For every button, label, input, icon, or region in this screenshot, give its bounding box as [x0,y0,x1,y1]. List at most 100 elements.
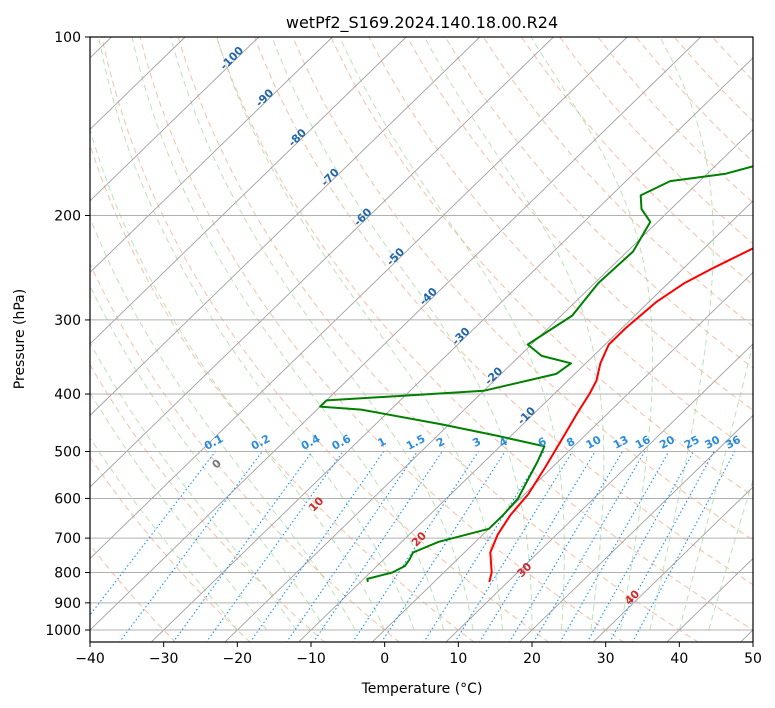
mixing-ratio-label: 10 [584,433,604,452]
mixing-ratio-label: 3 [470,435,483,450]
x-tick-label: −30 [149,651,179,667]
dry-adiabat [673,37,753,122]
y-axis-label: Pressure (hPa) [12,289,28,389]
y-tick-label: 100 [54,30,81,46]
dry-adiabat [90,262,401,642]
sounding-traces [319,165,753,583]
moist-adiabat [90,216,356,631]
dry-adiabat [177,37,699,642]
isotherm-label: -70 [318,166,341,189]
dry-adiabat [90,143,475,642]
isotherm-label: -60 [351,205,374,228]
moist-adiabat [98,37,415,631]
moist-adiabat [90,341,297,631]
x-tick-label: 10 [449,651,467,667]
dry-adiabat [635,37,753,163]
mixing-ratio-line [586,451,694,642]
isotherm-label: -30 [449,324,472,347]
y-tick-label: 300 [54,313,81,329]
x-tick-label: 40 [670,651,688,667]
isotherm-label: -40 [417,285,440,308]
dry-adiabat-label: 0 [210,456,225,471]
mixing-ratio-line [118,451,263,642]
plot-frame [89,36,754,643]
dry-adiabat [330,37,753,497]
isotherm-line [90,37,260,202]
moist-adiabat [90,391,268,631]
mixing-ratio-label: 1.5 [404,432,427,453]
moist-adiabat [339,37,565,631]
isotherm-line [666,557,753,642]
dry-adiabat [482,37,753,327]
isotherm-line [371,271,753,642]
mixing-ratio-label: 6 [536,435,549,450]
isotherm-line [90,37,407,345]
mixing-ratio-label: 36 [723,433,743,452]
mixing-ratio-line [508,451,623,642]
mixing-ratio-label: 20 [657,433,677,452]
y-tick-label: 200 [54,209,81,225]
y-tick-label: 500 [54,444,81,460]
isotherm-line [90,37,333,274]
moist-adiabat [216,37,503,631]
mixing-ratio-line [249,451,385,642]
mixing-ratio-label: 16 [633,433,653,452]
y-tick-label: 900 [54,596,81,612]
dry-adiabat-label: 30 [514,560,534,580]
mixing-ratio-line [454,451,573,642]
isotherm-label: -100 [218,44,247,73]
axis-ticks: −40 −30 −20 −10 0 10 20 30 40 5010020030040050060… [45,30,762,667]
moist-adiabat [530,37,654,631]
x-tick-label: −10 [296,651,326,667]
isotherm-line [150,57,753,642]
mixing-ratio-line [479,451,596,642]
dry-adiabat [90,363,326,642]
dry-adiabat [90,456,251,642]
isotherm-line [90,37,628,560]
grid-line-labels: 0.1 0.2 0.4 0.6 1 1.5 2 3 4 6 8 10 13 16 20 25 30 36-100-… [202,44,743,608]
mixing-ratio-label: 1 [376,435,389,450]
mixing-ratio-line [533,451,646,642]
isotherm-line [518,414,753,642]
y-tick-label: 800 [54,566,81,582]
moist-adiabat [271,37,533,630]
isotherm-label: -50 [384,245,407,268]
dewpoint-trace [319,165,753,583]
dry-adiabat [521,37,753,286]
moist-adiabat [90,436,238,631]
x-axis-label: Temperature (°C) [361,681,483,697]
dry-adiabat [139,37,625,642]
dry-adiabat [368,37,753,454]
mixing-ratio-label: 13 [611,433,631,452]
isotherm-line [739,629,753,642]
x-tick-label: −20 [223,651,253,667]
isotherm-line [297,200,753,642]
y-tick-label: 600 [54,491,81,507]
mixing-ratio-line [172,451,313,642]
isotherm-line [445,343,753,642]
isotherm-label: -20 [482,364,505,387]
dry-adiabat [215,37,753,631]
temperature-trace [488,247,753,583]
mixing-ratio-line [286,451,418,642]
isotherm-line [224,128,753,642]
moist-adiabat [131,37,445,631]
mixing-ratio-line [609,451,715,642]
mixing-ratio-label: 0.2 [249,432,272,453]
mixing-ratio-line [312,451,443,642]
dry-adiabat-label: 40 [622,587,642,607]
isotherm-label: -90 [253,86,276,109]
mixing-ratio-line [380,451,506,642]
moist-adiabat [678,341,753,631]
dry-adiabat [292,37,753,541]
mixing-ratio-label: 25 [682,433,702,452]
dry-adiabat [101,37,550,642]
moist-adiabat [708,478,753,631]
moist-adiabat [90,284,327,631]
x-tick-label: 0 [380,651,389,667]
x-tick-label: 30 [597,651,615,667]
isotherm-line [592,486,753,642]
y-tick-label: 1000 [45,623,81,639]
mixing-ratio-line [423,451,545,642]
